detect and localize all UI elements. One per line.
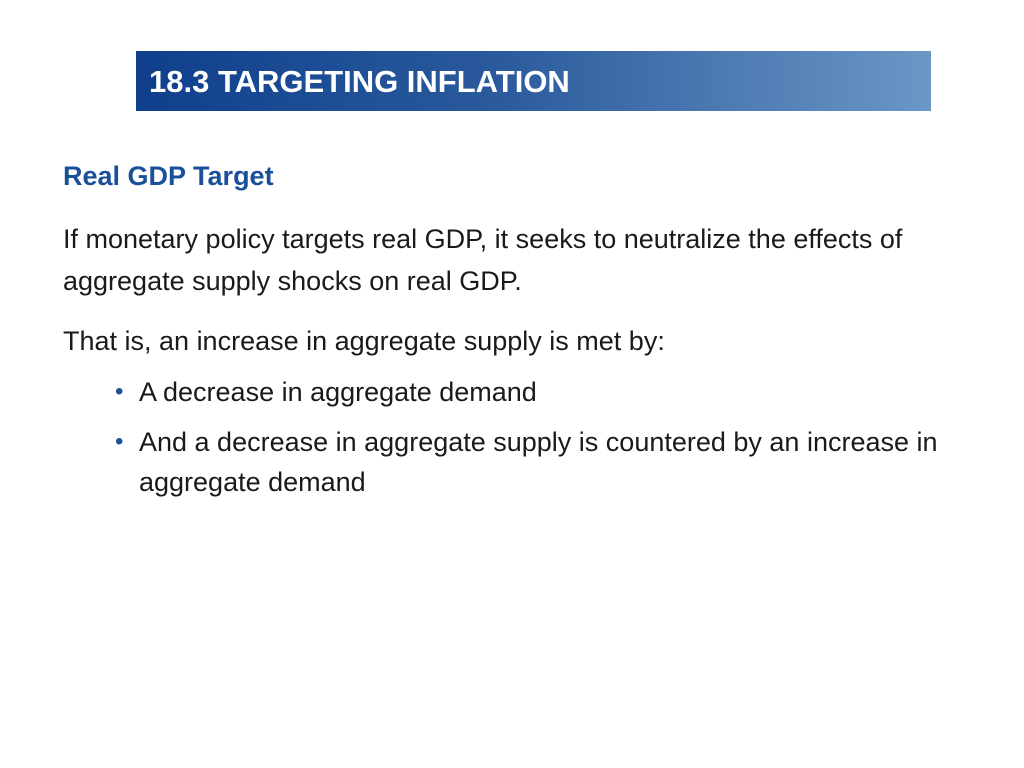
bullet-list: • A decrease in aggregate demand • And a… <box>63 372 993 502</box>
bullet-text: And a decrease in aggregate supply is co… <box>139 427 938 498</box>
list-item: • And a decrease in aggregate supply is … <box>115 422 993 502</box>
slide-body: Real GDP Target If monetary policy targe… <box>63 160 993 512</box>
paragraph-intro: If monetary policy targets real GDP, it … <box>63 224 903 297</box>
bullet-icon: • <box>115 428 124 456</box>
slide-title: 18.3 TARGETING INFLATION <box>149 63 570 99</box>
bullet-text: A decrease in aggregate demand <box>139 377 537 408</box>
slide-title-bar: 18.3 TARGETING INFLATION <box>136 51 931 111</box>
list-item: • A decrease in aggregate demand <box>115 372 993 412</box>
section-heading: Real GDP Target <box>63 161 274 191</box>
paragraph-lead: That is, an increase in aggregate supply… <box>63 326 665 357</box>
bullet-icon: • <box>115 378 124 406</box>
